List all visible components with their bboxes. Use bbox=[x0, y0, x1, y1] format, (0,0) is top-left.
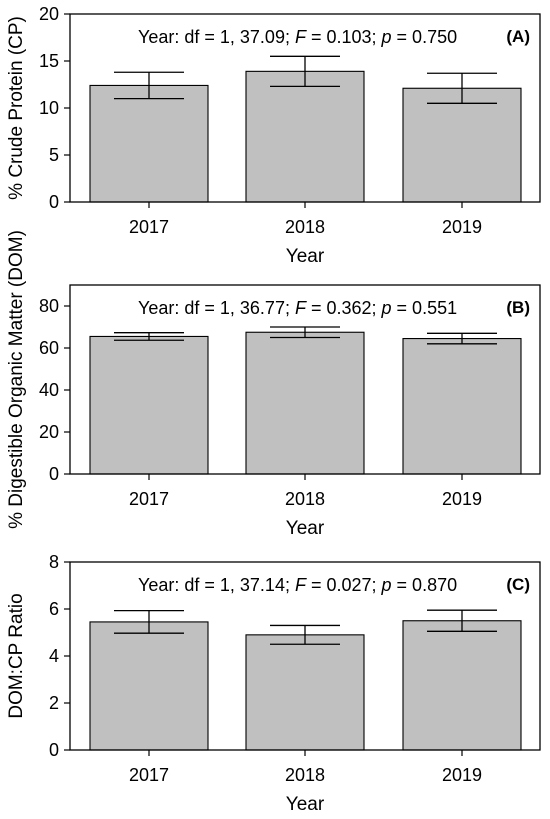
bar-2018 bbox=[245, 331, 365, 475]
bar-2017 bbox=[89, 335, 209, 475]
stats-annotation: Year: df = 1, 37.14; F = 0.027; p = 0.87… bbox=[138, 575, 457, 595]
stats-annotation: Year: df = 1, 36.77; F = 0.362; p = 0.55… bbox=[138, 298, 457, 318]
bar-2017 bbox=[89, 621, 209, 751]
error-bar-2019 bbox=[427, 332, 497, 345]
panel-label: (B) bbox=[506, 298, 530, 317]
error-bar-2017 bbox=[114, 71, 184, 100]
x-tick-label: 2018 bbox=[285, 217, 325, 237]
y-tick-label: 80 bbox=[39, 296, 59, 316]
chart-panel-3: 0 2 4 6 8 2017 2018 2019 Year DOM:CP Ratio Year: d… bbox=[6, 552, 541, 815]
x-tick-label: 2019 bbox=[442, 489, 482, 509]
y-axis-title: % Crude Protein (CP) bbox=[6, 16, 27, 200]
bar-2017 bbox=[89, 84, 209, 203]
bar-2019 bbox=[402, 620, 522, 751]
x-tick-label: 2017 bbox=[129, 489, 169, 509]
y-tick-label: 10 bbox=[39, 98, 59, 118]
chart-panel-2: 0 20 40 60 80 2017 2018 2019 Year % Digestible Or… bbox=[6, 230, 541, 539]
error-bar-2017 bbox=[114, 609, 184, 634]
bar-2018 bbox=[245, 634, 365, 751]
y-tick-label: 4 bbox=[49, 646, 59, 666]
y-tick-label: 0 bbox=[49, 464, 59, 484]
error-bar-2019 bbox=[427, 72, 497, 104]
y-tick-label: 5 bbox=[49, 145, 59, 165]
x-tick-label: 2019 bbox=[442, 765, 482, 785]
x-tick-label: 2017 bbox=[129, 765, 169, 785]
y-tick-label: 20 bbox=[39, 4, 59, 24]
error-bar-2017 bbox=[114, 332, 184, 341]
stats-annotation: Year: df = 1, 37.09; F = 0.103; p = 0.75… bbox=[138, 27, 457, 47]
y-tick-label: 8 bbox=[49, 552, 59, 572]
error-bar-2018 bbox=[270, 326, 340, 339]
panel-label: (A) bbox=[506, 27, 530, 46]
y-tick-label: 15 bbox=[39, 51, 59, 71]
y-axis-title: DOM:CP Ratio bbox=[6, 593, 27, 718]
x-tick-label: 2019 bbox=[442, 217, 482, 237]
error-bar-2018 bbox=[270, 55, 340, 88]
y-tick-label: 0 bbox=[49, 740, 59, 760]
error-bar-2018 bbox=[270, 624, 340, 645]
x-axis-title: Year bbox=[286, 794, 325, 815]
x-tick-label: 2018 bbox=[285, 765, 325, 785]
x-axis-title: Year bbox=[286, 246, 325, 267]
chart-panel-1: 0 5 10 15 20 2017 2018 2019 Year % Crude Protein … bbox=[6, 4, 541, 267]
x-tick-label: 2018 bbox=[285, 489, 325, 509]
panel-label: (C) bbox=[506, 575, 530, 594]
y-axis-title: % Digestible Organic Matter (DOM) bbox=[6, 230, 27, 529]
y-tick-label: 20 bbox=[39, 422, 59, 442]
y-tick-label: 2 bbox=[49, 693, 59, 713]
x-tick-label: 2017 bbox=[129, 217, 169, 237]
bar-2018 bbox=[245, 70, 365, 203]
error-bar-2019 bbox=[427, 609, 497, 632]
y-tick-label: 0 bbox=[49, 192, 59, 212]
y-tick-label: 60 bbox=[39, 338, 59, 358]
bar-2019 bbox=[402, 337, 522, 475]
y-tick-label: 6 bbox=[49, 599, 59, 619]
bar-2019 bbox=[402, 87, 522, 203]
x-axis-title: Year bbox=[286, 518, 325, 539]
y-tick-label: 40 bbox=[39, 380, 59, 400]
